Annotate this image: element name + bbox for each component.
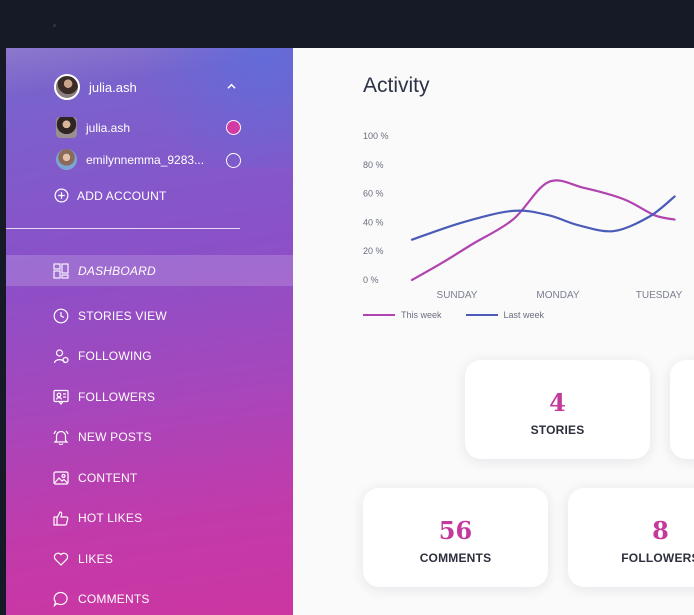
sidebar-item-label: FOLLOWERS [78,389,156,404]
add-account-label: ADD ACCOUNT [77,188,167,203]
x-tick-label: MONDAY [536,290,579,301]
series-line-last-week [410,195,676,241]
stat-card-partial[interactable] [670,360,694,459]
y-tick-label: 20 % [363,246,384,256]
sidebar-nav: DASHBOARD STORIES VIEW FOLLOWING [6,255,293,615]
legend-label: Last week [503,310,545,320]
sidebar-item-label: STORIES VIEW [78,308,167,323]
window-top-bar [0,0,694,48]
sidebar-item-likes[interactable]: LIKES [6,539,293,580]
stat-card-followers[interactable]: 8 FOLLOWERS [568,488,694,587]
chevron-up-icon[interactable] [227,82,236,91]
legend-item-last-week: Last week [465,310,545,320]
sidebar-item-content[interactable]: CONTENT [6,458,293,499]
x-tick-label: TUESDAY [636,290,683,301]
account-item-label: emilynnemma_9283... [86,152,205,167]
account-radio-selected[interactable] [226,120,241,135]
stat-label: FOLLOWERS [621,551,694,565]
stat-label: COMMENTS [419,551,492,565]
stat-label: STORIES [530,423,585,437]
legend-item-this-week: This week [363,310,442,320]
sidebar-item-new-posts[interactable]: NEW POSTS [6,417,293,458]
sidebar-divider [6,228,240,229]
sidebar-item-dashboard[interactable]: DASHBOARD [6,255,293,286]
chart-legend: This week Last week [363,310,568,320]
x-tick-label: SUNDAY [437,290,478,301]
legend-swatch [363,314,395,316]
sidebar-item-label: NEW POSTS [78,430,152,445]
bell-icon [52,428,70,446]
stat-card-stories[interactable]: 4 STORIES [465,360,650,459]
add-account-button[interactable]: ADD ACCOUNT [54,188,167,203]
sidebar-item-label: FOLLOWING [78,349,152,364]
sidebar-item-label: COMMENTS [78,592,150,607]
y-tick-label: 80 % [363,160,384,170]
avatar [56,117,77,138]
clock-icon [52,307,70,325]
y-tick-label: 0 % [363,275,379,285]
sidebar: julia.ash julia.ash emilynnemma_9283... … [6,48,293,615]
account-item-label: julia.ash [86,120,131,135]
image-icon [52,469,70,487]
main-content: Activity 100 % 80 % 60 % 40 % 20 % 0 % SUNDAY M… [293,48,694,615]
y-tick-label: 40 % [363,217,384,227]
sidebar-item-followers[interactable]: FOLLOWERS [6,377,293,418]
comment-icon [52,590,70,608]
plus-circle-icon [54,188,69,203]
account-item-emily[interactable]: emilynnemma_9283... [56,149,204,170]
legend-label: This week [401,310,442,320]
sidebar-item-following[interactable]: FOLLOWING [6,336,293,377]
window-indicator [53,24,56,27]
sidebar-item-label: CONTENT [78,470,138,485]
stat-value: 8 [652,516,669,545]
user-card-icon [52,388,70,406]
sidebar-item-stories-view[interactable]: STORIES VIEW [6,296,293,337]
heart-icon [52,550,70,568]
sidebar-item-comments[interactable]: COMMENTS [6,579,293,615]
current-account-name: julia.ash [89,79,137,95]
stat-card-comments[interactable]: 56 COMMENTS [363,488,548,587]
thumbs-up-icon [52,509,70,527]
activity-line-chart: 100 % 80 % 60 % 40 % 20 % 0 % SUNDAY MONDAY TUES… [363,131,683,301]
dashboard-icon [52,262,70,280]
sidebar-item-hot-likes[interactable]: HOT LIKES [6,498,293,539]
avatar [56,149,77,170]
legend-swatch [465,314,498,316]
stat-value: 4 [549,388,566,417]
y-tick-label: 100 % [363,131,389,141]
user-add-icon [52,347,70,365]
avatar [54,74,80,100]
account-switcher[interactable]: julia.ash [54,74,137,100]
page-title: Activity [363,74,430,97]
account-radio[interactable] [226,153,241,168]
series-line-this-week [410,179,676,282]
sidebar-item-label: LIKES [78,551,114,566]
stat-value: 56 [438,516,473,545]
sidebar-item-label: DASHBOARD [78,263,156,278]
y-tick-label: 60 % [363,189,384,199]
sidebar-item-label: HOT LIKES [78,511,143,526]
account-item-julia[interactable]: julia.ash [56,117,130,138]
